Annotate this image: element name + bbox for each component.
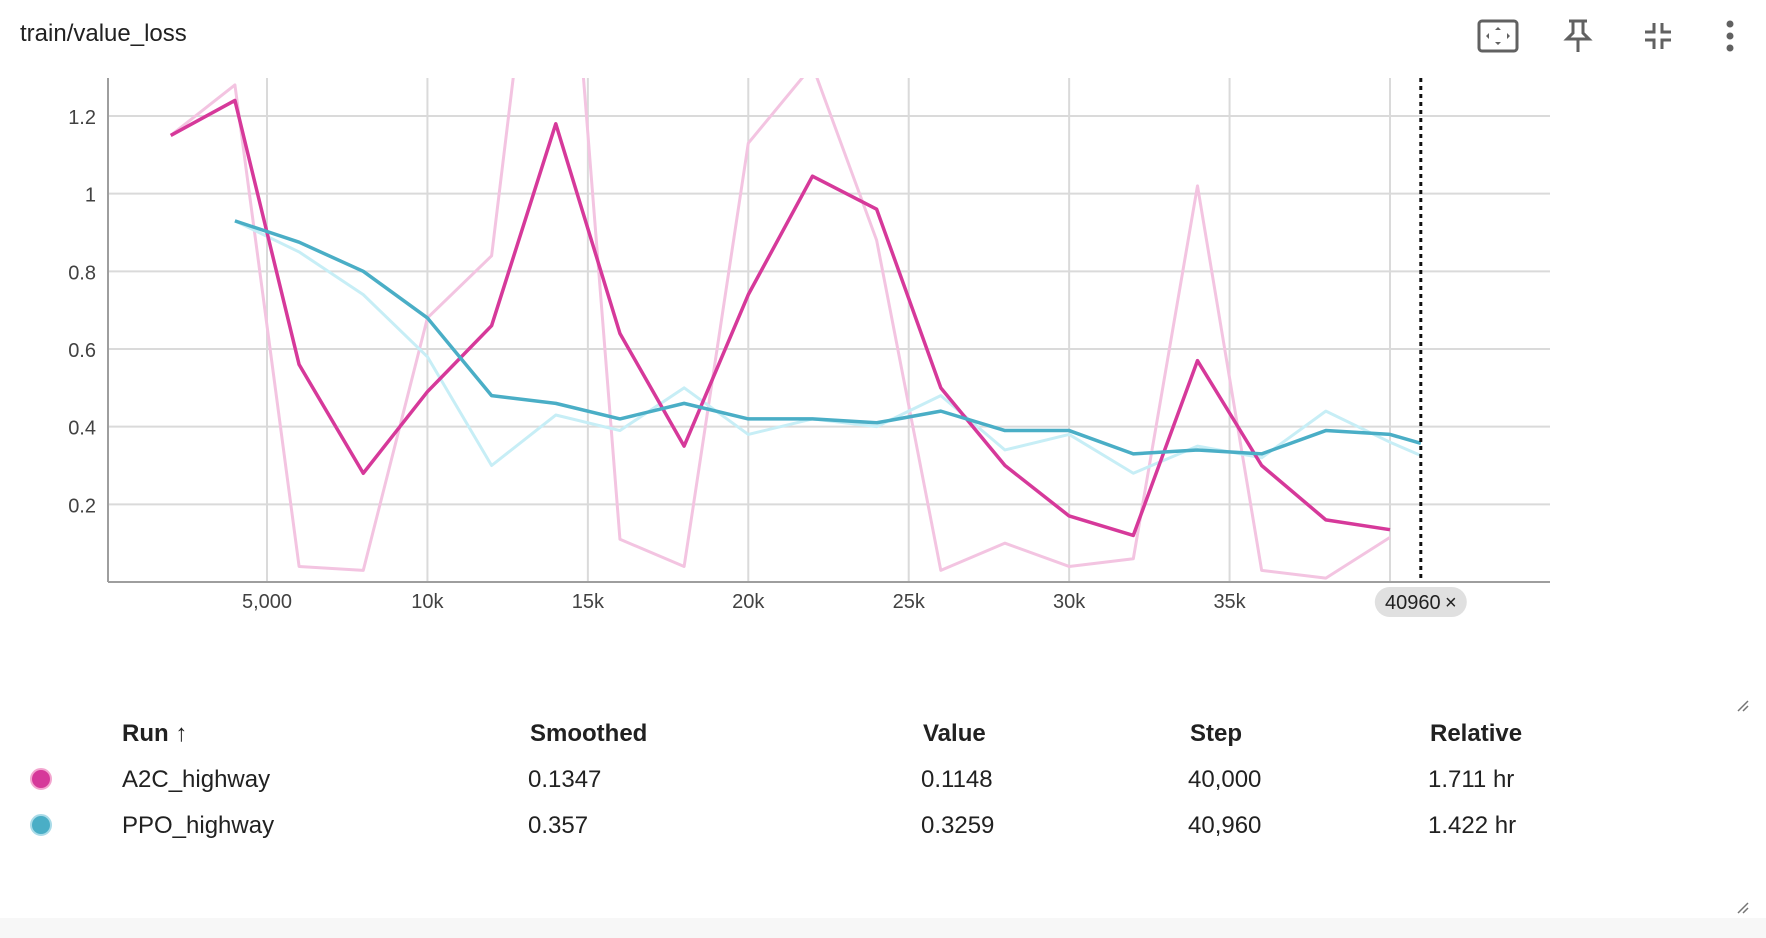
header-run-label: Run [122, 720, 169, 747]
more-options-button[interactable] [1710, 14, 1750, 58]
chart-title: train/value_loss [20, 20, 187, 47]
collapse-button[interactable] [1630, 14, 1686, 58]
x-tick-label: 20k [732, 591, 765, 613]
header-smoothed[interactable]: Smoothed [530, 720, 648, 747]
pin-icon [1563, 19, 1593, 52]
collapse-icon [1645, 23, 1671, 49]
raw-value: 0.1148 [921, 766, 993, 793]
y-tick-label: 1 [85, 185, 96, 207]
chart-toolbar [1470, 14, 1750, 58]
series-line-raw [169, 78, 1391, 580]
relative-value: 1.711 hr [1428, 766, 1515, 793]
relative-value: 1.422 hr [1428, 812, 1517, 839]
header-value[interactable]: Value [923, 720, 986, 747]
close-icon[interactable]: × [1445, 592, 1457, 614]
series-line-raw [234, 219, 1422, 475]
fit-domain-icon [1477, 19, 1519, 53]
x-tick-label: 15k [572, 591, 605, 613]
sort-arrow-icon: ↑ [175, 720, 188, 747]
x-tick-label: 35k [1213, 591, 1246, 613]
x-tick-label: 30k [1053, 591, 1086, 613]
run-name: PPO_highway [122, 812, 275, 839]
run-name: A2C_highway [122, 766, 271, 793]
run-color-dot [30, 768, 52, 790]
x-tick-label: 10k [411, 591, 444, 613]
card-resize-handle-icon[interactable] [1735, 900, 1749, 914]
y-tick-label: 1.2 [68, 107, 96, 129]
y-tick-label: 0.8 [68, 262, 96, 284]
y-tick-label: 0.6 [68, 340, 96, 362]
smoothed-value: 0.1347 [528, 766, 602, 793]
y-tick-label: 0.4 [68, 418, 96, 440]
run-color-dot [30, 814, 52, 836]
step-value: 40,960 [1188, 812, 1262, 839]
table-row[interactable]: PPO_highway 0.357 0.3259 40,960 1.422 hr [0, 812, 1766, 852]
hover-step-label: 40960 [1385, 592, 1441, 614]
resize-handle-icon[interactable] [1735, 698, 1749, 712]
series-line-smoothed [234, 219, 1422, 456]
pin-button[interactable] [1550, 14, 1606, 58]
step-value: 40,000 [1188, 766, 1262, 793]
header-run[interactable]: Run ↑ [122, 720, 187, 748]
table-row[interactable]: A2C_highway 0.1347 0.1148 40,000 1.711 h… [0, 766, 1766, 806]
line-chart[interactable]: 0.2 0.4 0.6 0.8 1 1.2 5,000 10k 15k 20k 25k 30k 35k 4… [0, 68, 1766, 708]
series-line-smoothed [169, 98, 1391, 538]
header-relative[interactable]: Relative [1430, 720, 1523, 747]
x-tick-label: 5,000 [242, 591, 292, 613]
card-footer [0, 918, 1766, 938]
fit-domain-button[interactable] [1470, 14, 1526, 58]
plot-area[interactable] [169, 68, 1422, 580]
hover-step-chip[interactable] [1374, 587, 1467, 617]
raw-value: 0.3259 [921, 812, 995, 839]
smoothed-value: 0.357 [528, 812, 589, 839]
x-tick-label: 25k [893, 591, 926, 613]
header-step[interactable]: Step [1190, 720, 1243, 747]
more-vert-icon [1726, 20, 1734, 52]
y-tick-label: 0.2 [68, 495, 96, 517]
